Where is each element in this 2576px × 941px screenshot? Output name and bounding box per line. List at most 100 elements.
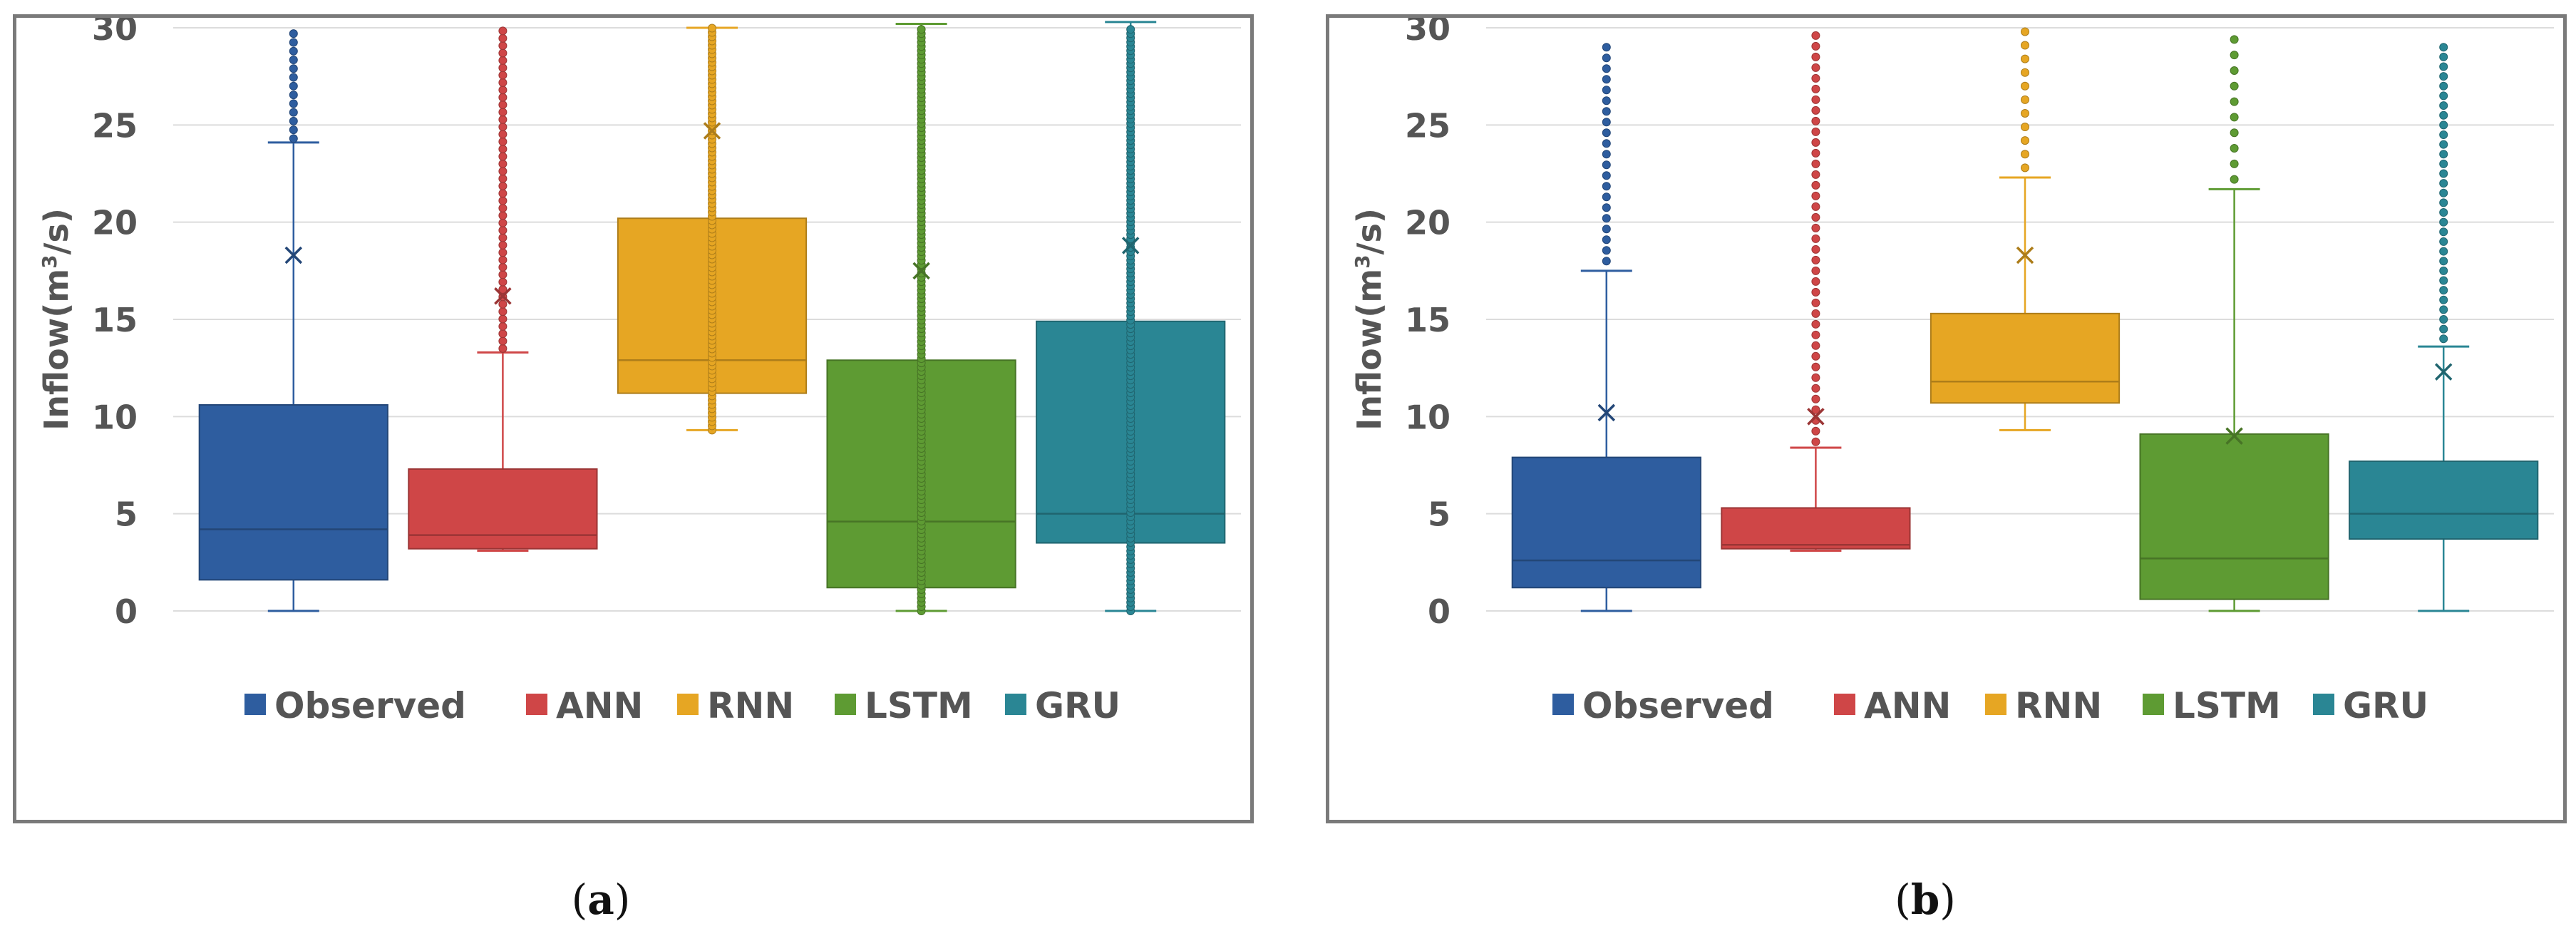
outlier-point (1811, 31, 1820, 40)
outlier-point (289, 38, 298, 47)
outlier-point (498, 299, 508, 309)
mean-marker (703, 122, 721, 140)
outlier-point (1602, 128, 1611, 138)
mean-marker (2225, 427, 2243, 445)
outlier-point (2439, 227, 2448, 237)
y-axis-title-suffix: /s) (1350, 208, 1389, 254)
caption-open: ( (571, 875, 588, 924)
outlier-point (917, 25, 926, 34)
outlier-point (498, 226, 508, 235)
outlier-point (1602, 257, 1611, 266)
outlier-point (1602, 182, 1611, 191)
y-tick-label: 15 (92, 301, 138, 339)
box-ann (1721, 31, 1911, 552)
outlier-point (1602, 160, 1611, 170)
outlier-point (498, 218, 508, 227)
outlier-point (1811, 287, 1820, 297)
outlier-point (2439, 217, 2448, 227)
y-tick-label: 30 (1405, 18, 1451, 48)
outlier-point (2230, 97, 2239, 106)
outlier-point (498, 86, 508, 95)
outlier-point (498, 189, 508, 198)
outlier-point (2439, 295, 2448, 304)
outlier-point (2439, 188, 2448, 197)
y-tick-label: 20 (1405, 204, 1451, 242)
outlier-point (2230, 66, 2239, 75)
outlier-point (498, 93, 508, 102)
y-axis-title-superscript: 3 (1351, 254, 1374, 268)
outlier-point (289, 108, 298, 117)
outlier-point (1811, 180, 1820, 190)
outlier-point (2230, 35, 2239, 44)
outlier-point (498, 211, 508, 220)
outlier-point (2230, 81, 2239, 91)
y-axis-title-superscript: 3 (38, 254, 61, 268)
outlier-point (1811, 384, 1820, 393)
mean-marker (1121, 237, 1140, 254)
legend-item: ANN (1834, 685, 1951, 726)
outlier-point (1811, 223, 1820, 232)
legend-label: RNN (2015, 685, 2102, 726)
legend-item: GRU (1005, 685, 1120, 726)
y-tick-label: 5 (1428, 495, 1451, 534)
outlier-point (1602, 235, 1611, 245)
outlier-point (2230, 51, 2239, 60)
outlier-point (1602, 118, 1611, 127)
outlier-point (289, 73, 298, 82)
box-iqr (1511, 456, 1701, 589)
outlier-point (498, 262, 508, 272)
legend-item: RNN (677, 685, 794, 726)
legend-swatch (526, 694, 547, 715)
outlier-point (2021, 41, 2029, 50)
outlier-point (2230, 159, 2239, 168)
outlier-point (2439, 120, 2448, 130)
outlier-point (1602, 64, 1611, 73)
y-axis-title: Inflow(m3/s) (37, 208, 76, 431)
caption-b: (b) (1854, 875, 1997, 924)
outlier-point (2439, 286, 2448, 295)
outlier-point (289, 29, 298, 38)
outlier-point (2021, 108, 2029, 118)
legend-item: RNN (1985, 685, 2102, 726)
outlier-point (2439, 266, 2448, 275)
legend-swatch (1552, 694, 1574, 715)
y-tick-label: 5 (115, 495, 138, 534)
box-gru (1036, 21, 1226, 615)
outlier-point (2439, 169, 2448, 178)
y-tick-label: 30 (92, 18, 138, 48)
legend-label: GRU (2343, 685, 2428, 726)
outlier-point (2021, 68, 2029, 77)
box-iqr (408, 468, 598, 550)
mean-marker (1807, 408, 1825, 426)
outlier-point (2021, 54, 2029, 63)
legend-label: GRU (1035, 685, 1120, 726)
box-observed (1511, 43, 1701, 612)
outlier-point (1602, 171, 1611, 180)
outlier-point (498, 277, 508, 287)
box-plot-b: 0 5 10 15 20 25 30 Inflow(m3/s) Observed ANN RNN LS… (1350, 18, 2554, 726)
legend-swatch (1985, 694, 2006, 715)
legend-label: ANN (556, 685, 643, 726)
outlier-point (289, 91, 298, 100)
y-tick-label: 10 (92, 398, 138, 436)
legend-swatch (1005, 694, 1026, 715)
outlier-point (1811, 41, 1820, 51)
box-iqr (1721, 507, 1911, 550)
legend-item: Observed (1552, 685, 1774, 726)
legend-label: Observed (1582, 685, 1774, 726)
legend-label: ANN (1864, 685, 1951, 726)
outlier-point (1811, 394, 1820, 403)
outlier-point (2021, 95, 2029, 104)
outlier-point (498, 240, 508, 250)
outlier-point (2021, 81, 2029, 91)
box-lstm (826, 23, 1016, 615)
outlier-point (498, 204, 508, 213)
y-tick-label: 15 (1405, 301, 1451, 339)
outlier-point (1811, 127, 1820, 136)
outlier-point (289, 46, 298, 56)
outlier-point (2439, 72, 2448, 81)
outlier-point (289, 55, 298, 64)
outlier-point (1811, 138, 1820, 147)
caption-open: ( (1895, 875, 1911, 924)
outlier-point (498, 145, 508, 154)
